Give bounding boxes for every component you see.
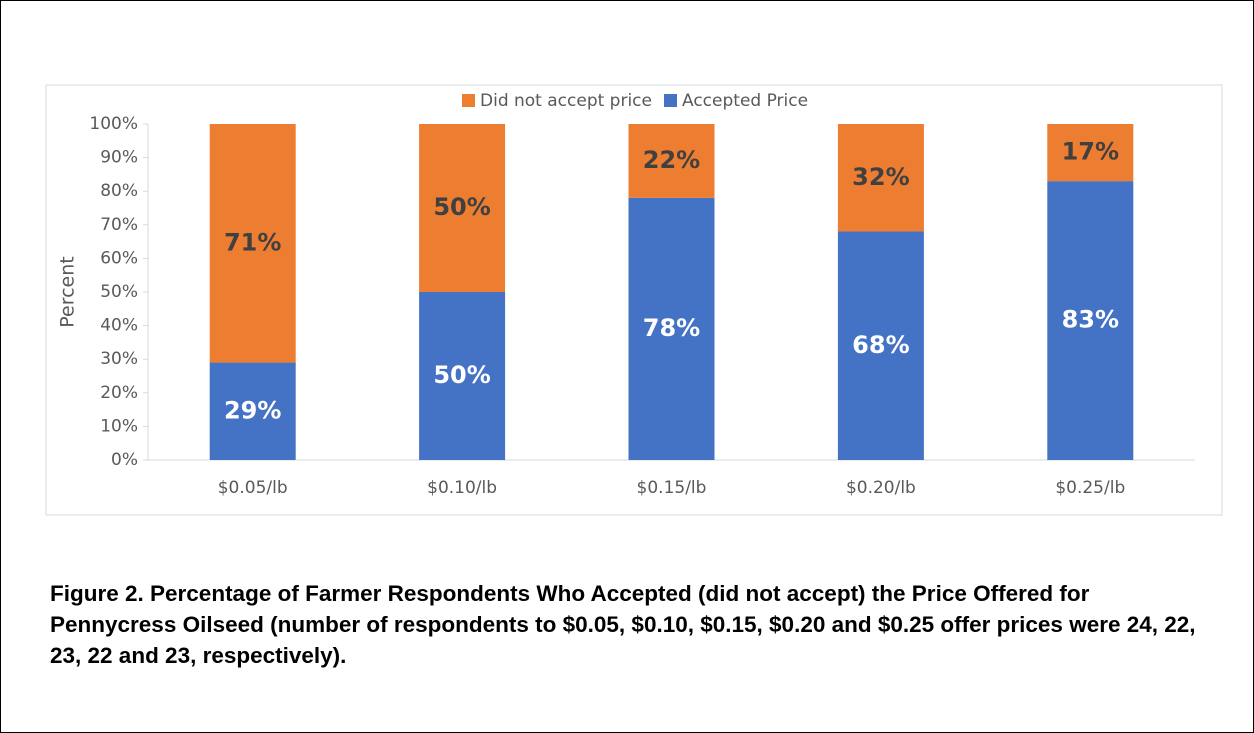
data-label: 71% <box>224 228 281 256</box>
y-tick-label: 40% <box>100 316 138 336</box>
y-tick-label: 60% <box>100 248 138 268</box>
data-label: 68% <box>852 331 909 359</box>
bar-segment <box>419 124 506 292</box>
y-axis-title: Percent <box>57 256 79 328</box>
bar-segment <box>628 124 715 198</box>
legend-label: Did not accept price <box>480 91 652 111</box>
x-tick-label: $0.15/lb <box>637 478 707 498</box>
legend-swatch <box>664 94 677 107</box>
y-tick-label: 70% <box>100 215 138 235</box>
legend-label: Accepted Price <box>682 91 808 111</box>
data-label: 78% <box>643 314 700 342</box>
x-tick-label: $0.10/lb <box>427 478 497 498</box>
x-tick-label: $0.05/lb <box>218 478 288 498</box>
bar-segment <box>837 124 924 232</box>
y-tick-label: 80% <box>100 181 138 201</box>
bar-segment <box>837 231 924 460</box>
x-tick-label: $0.20/lb <box>846 478 916 498</box>
bar-segment <box>1047 181 1134 460</box>
y-tick-label: 0% <box>111 450 138 470</box>
y-tick-label: 100% <box>89 114 138 134</box>
legend-swatch <box>462 94 475 107</box>
bar-segment <box>209 362 296 460</box>
data-label: 50% <box>433 361 490 389</box>
x-tick-label: $0.25/lb <box>1055 478 1125 498</box>
data-label: 29% <box>224 396 281 424</box>
data-label: 17% <box>1062 138 1119 166</box>
bar-segment <box>628 197 715 461</box>
bar-segment <box>419 292 506 460</box>
caption: Figure 2. Percentage of Farmer Responden… <box>50 581 1196 668</box>
bar-segment <box>209 124 296 363</box>
data-label: 50% <box>433 193 490 221</box>
y-tick-label: 30% <box>100 349 138 369</box>
y-tick-label: 50% <box>100 282 138 302</box>
y-tick-label: 20% <box>100 383 138 403</box>
data-label: 32% <box>852 163 909 191</box>
y-tick-label: 10% <box>100 416 138 436</box>
bar-segment <box>1047 124 1134 182</box>
data-label: 22% <box>643 146 700 174</box>
y-tick-label: 90% <box>100 148 138 168</box>
data-label: 83% <box>1062 306 1119 334</box>
